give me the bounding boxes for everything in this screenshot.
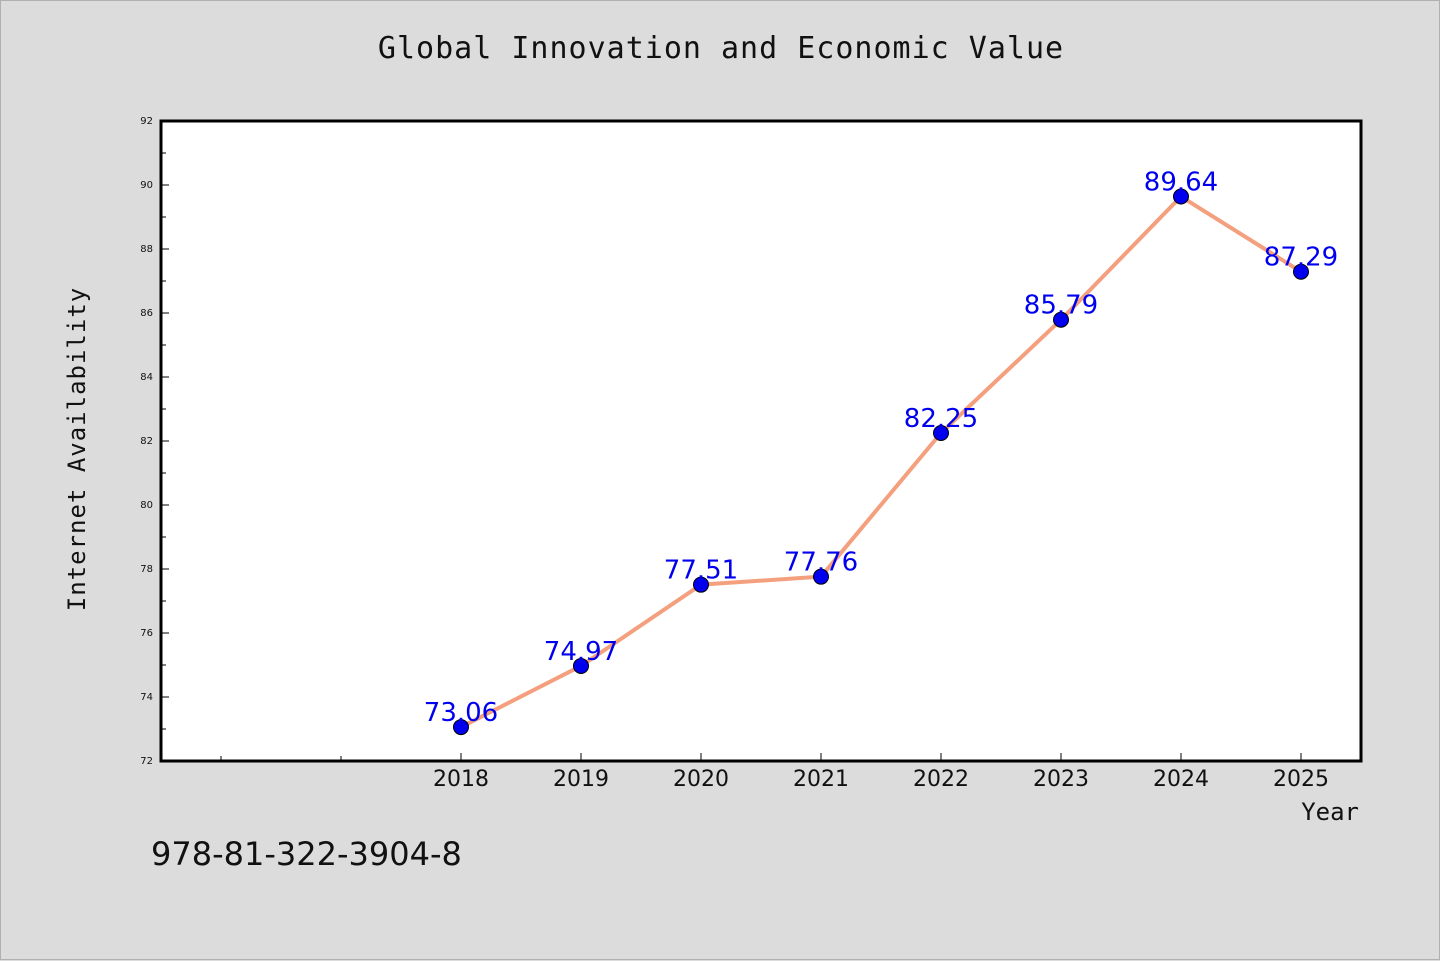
y-tick-label: 86 <box>140 308 153 319</box>
x-axis-label: Year <box>1301 798 1359 826</box>
x-tick-label: 2018 <box>433 767 489 792</box>
data-label: 89.64 <box>1144 168 1218 198</box>
y-tick-label: 76 <box>140 628 153 639</box>
y-tick-label: 88 <box>140 244 153 255</box>
data-label: 77.51 <box>664 556 738 586</box>
data-label: 73.06 <box>424 698 498 728</box>
y-tick-label: 82 <box>140 436 153 447</box>
chart-title: Global Innovation and Economic Value <box>377 31 1065 66</box>
plot-area <box>159 119 1363 763</box>
y-tick-label: 72 <box>140 756 153 767</box>
data-point <box>453 719 469 736</box>
series-line <box>460 194 1303 729</box>
y-tick-label: 78 <box>140 564 153 575</box>
data-label: 87.29 <box>1264 243 1338 273</box>
data-label: 82.25 <box>904 404 978 434</box>
x-tick-label: 2019 <box>553 767 609 792</box>
data-point <box>1293 263 1309 280</box>
data-point <box>813 568 829 585</box>
x-tick-label: 2021 <box>793 767 849 792</box>
y-tick-label: 80 <box>140 500 153 511</box>
y-tick-label: 84 <box>140 372 153 383</box>
data-points <box>453 188 1309 736</box>
x-tick-label: 2025 <box>1273 767 1329 792</box>
data-point <box>573 657 589 674</box>
data-point <box>1053 311 1069 328</box>
x-tick-label: 2020 <box>673 767 729 792</box>
y-axis: 72 74 76 78 80 82 84 86 88 90 92 <box>140 116 169 767</box>
x-tick-label: 2023 <box>1033 767 1089 792</box>
y-tick-label: 90 <box>140 180 153 191</box>
data-label: 74.97 <box>544 637 618 667</box>
data-label: 77.76 <box>784 548 858 578</box>
x-tick-label: 2022 <box>913 767 969 792</box>
y-tick-label: 74 <box>140 692 153 703</box>
data-labels: 73.06 74.97 77.51 77.76 82.25 85.79 89.64 87.29 <box>424 168 1338 729</box>
y-tick-label: 92 <box>140 116 153 127</box>
x-axis: 2018 2019 2020 2021 2022 2023 2024 2025 <box>220 753 1329 792</box>
data-label: 85.79 <box>1024 291 1098 321</box>
data-point <box>693 576 709 593</box>
data-point <box>933 425 949 441</box>
x-tick-label: 2024 <box>1153 767 1209 792</box>
data-point <box>1173 188 1189 205</box>
isbn-text: 978-81-322-3904-8 <box>151 835 462 873</box>
